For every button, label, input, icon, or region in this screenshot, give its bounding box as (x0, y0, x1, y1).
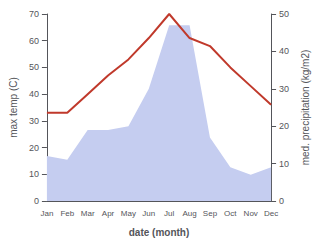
svg-text:50: 50 (29, 62, 39, 72)
svg-text:Apr: Apr (102, 209, 115, 218)
svg-text:Jan: Jan (40, 209, 53, 218)
svg-text:Jun: Jun (142, 209, 155, 218)
svg-text:Dec: Dec (264, 209, 278, 218)
svg-text:max temp (C): max temp (C) (8, 77, 19, 138)
svg-text:Oct: Oct (224, 209, 237, 218)
svg-text:Sep: Sep (203, 209, 218, 218)
svg-text:0: 0 (34, 196, 39, 206)
svg-text:date (month): date (month) (129, 227, 190, 238)
svg-text:Aug: Aug (182, 209, 196, 218)
svg-text:Mar: Mar (81, 209, 95, 218)
svg-text:Nov: Nov (244, 209, 258, 218)
svg-text:20: 20 (29, 143, 39, 153)
svg-text:0: 0 (279, 196, 284, 206)
svg-text:10: 10 (279, 159, 289, 169)
svg-text:Feb: Feb (60, 209, 74, 218)
svg-text:30: 30 (279, 84, 289, 94)
svg-text:med. precipitation (kg/m2): med. precipitation (kg/m2) (300, 50, 311, 166)
svg-text:Jul: Jul (164, 209, 174, 218)
svg-text:40: 40 (279, 46, 289, 56)
svg-text:40: 40 (29, 89, 39, 99)
svg-text:50: 50 (279, 9, 289, 19)
svg-text:70: 70 (29, 9, 39, 19)
svg-text:20: 20 (279, 121, 289, 131)
svg-text:10: 10 (29, 169, 39, 179)
svg-text:60: 60 (29, 36, 39, 46)
svg-text:30: 30 (29, 116, 39, 126)
svg-text:May: May (121, 209, 136, 218)
